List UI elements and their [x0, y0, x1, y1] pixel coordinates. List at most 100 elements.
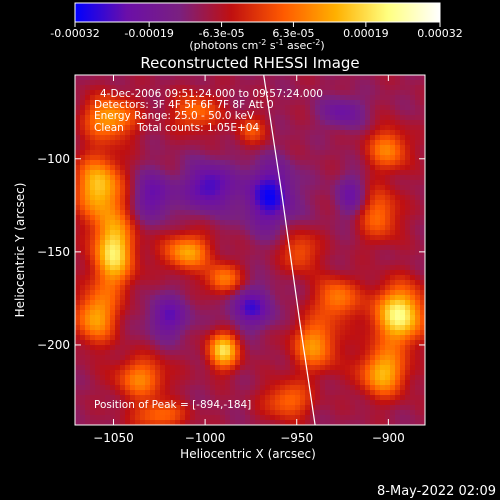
heatmap-cell	[355, 330, 361, 336]
heatmap-cell	[355, 295, 361, 301]
heatmap-cell	[80, 105, 86, 111]
heatmap-cell	[240, 145, 246, 151]
heatmap-cell	[290, 380, 296, 386]
heatmap-cell	[125, 160, 131, 166]
heatmap-cell	[210, 305, 216, 311]
heatmap-cell	[330, 365, 336, 371]
heatmap-cell	[140, 200, 146, 206]
heatmap-cell	[300, 105, 306, 111]
heatmap-cell	[230, 420, 236, 425]
heatmap-cell	[195, 400, 201, 406]
heatmap-cell	[85, 275, 91, 281]
heatmap-cell	[400, 145, 406, 151]
heatmap-cell	[320, 410, 326, 416]
heatmap-cell	[250, 305, 256, 311]
heatmap-cell	[345, 285, 351, 291]
heatmap-cell	[265, 150, 271, 156]
heatmap-cell	[150, 165, 156, 171]
heatmap-cell	[385, 200, 391, 206]
heatmap-cell	[150, 260, 156, 266]
heatmap-cell	[350, 100, 356, 106]
heatmap-cell	[390, 235, 396, 241]
heatmap-cell	[305, 290, 311, 296]
heatmap-cell	[415, 170, 421, 176]
heatmap-cell	[280, 400, 286, 406]
heatmap-cell	[390, 290, 396, 296]
heatmap-cell	[265, 305, 271, 311]
heatmap-cell	[320, 255, 326, 261]
heatmap-cell	[415, 110, 421, 116]
heatmap-cell	[370, 230, 376, 236]
heatmap-cell	[225, 365, 231, 371]
heatmap-cell	[355, 225, 361, 231]
heatmap-cell	[345, 125, 351, 131]
heatmap-cell	[180, 275, 186, 281]
heatmap-cell	[355, 370, 361, 376]
heatmap-cell	[90, 420, 96, 425]
heatmap-cell	[355, 405, 361, 411]
heatmap-cell	[215, 305, 221, 311]
heatmap-cell	[240, 125, 246, 131]
heatmap-cell	[280, 250, 286, 256]
heatmap-cell	[180, 385, 186, 391]
heatmap-cell	[395, 230, 401, 236]
heatmap-cell	[160, 210, 166, 216]
heatmap-cell	[395, 215, 401, 221]
heatmap-cell	[215, 280, 221, 286]
heatmap-cell	[420, 160, 425, 166]
heatmap-cell	[205, 155, 211, 161]
heatmap-cell	[420, 405, 425, 411]
heatmap-cell	[400, 330, 406, 336]
heatmap-cell	[400, 265, 406, 271]
heatmap-cell	[295, 265, 301, 271]
heatmap-cell	[170, 315, 176, 321]
heatmap-cell	[300, 140, 306, 146]
heatmap-cell	[95, 165, 101, 171]
heatmap-cell	[130, 290, 136, 296]
heatmap-cell	[185, 215, 191, 221]
heatmap-cell	[115, 390, 121, 396]
heatmap-cell	[125, 120, 131, 126]
heatmap-cell	[80, 320, 86, 326]
heatmap-cell	[390, 335, 396, 341]
heatmap-cell	[380, 305, 386, 311]
heatmap-cell	[265, 155, 271, 161]
heatmap-cell	[335, 185, 341, 191]
heatmap-cell	[185, 285, 191, 291]
heatmap-cell	[260, 295, 266, 301]
heatmap-cell	[75, 420, 81, 425]
heatmap-cell	[180, 90, 186, 96]
heatmap-cell	[125, 400, 131, 406]
heatmap-cell	[360, 105, 366, 111]
heatmap-cell	[410, 190, 416, 196]
heatmap-cell	[300, 300, 306, 306]
heatmap-cell	[365, 315, 371, 321]
heatmap-cell	[325, 120, 331, 126]
heatmap-cell	[345, 265, 351, 271]
heatmap-cell	[410, 200, 416, 206]
heatmap-cell	[235, 360, 241, 366]
heatmap-cell	[170, 115, 176, 121]
heatmap-cell	[105, 170, 111, 176]
heatmap-cell	[135, 155, 141, 161]
heatmap-cell	[145, 105, 151, 111]
x-tick-label: −950	[280, 431, 313, 445]
heatmap-cell	[320, 175, 326, 181]
heatmap-cell	[365, 235, 371, 241]
heatmap-cell	[350, 185, 356, 191]
heatmap-cell	[400, 375, 406, 381]
heatmap-cell	[365, 280, 371, 286]
heatmap-cell	[225, 325, 231, 331]
heatmap-cell	[135, 130, 141, 136]
heatmap-cell	[365, 150, 371, 156]
heatmap-cell	[410, 420, 416, 425]
heatmap-cell	[85, 395, 91, 401]
heatmap-cell	[265, 105, 271, 111]
heatmap-cell	[315, 375, 321, 381]
heatmap-cell	[415, 415, 421, 421]
heatmap-cell	[335, 190, 341, 196]
heatmap-cell	[150, 205, 156, 211]
heatmap-cell	[235, 140, 241, 146]
heatmap-cell	[100, 170, 106, 176]
heatmap-cell	[95, 190, 101, 196]
